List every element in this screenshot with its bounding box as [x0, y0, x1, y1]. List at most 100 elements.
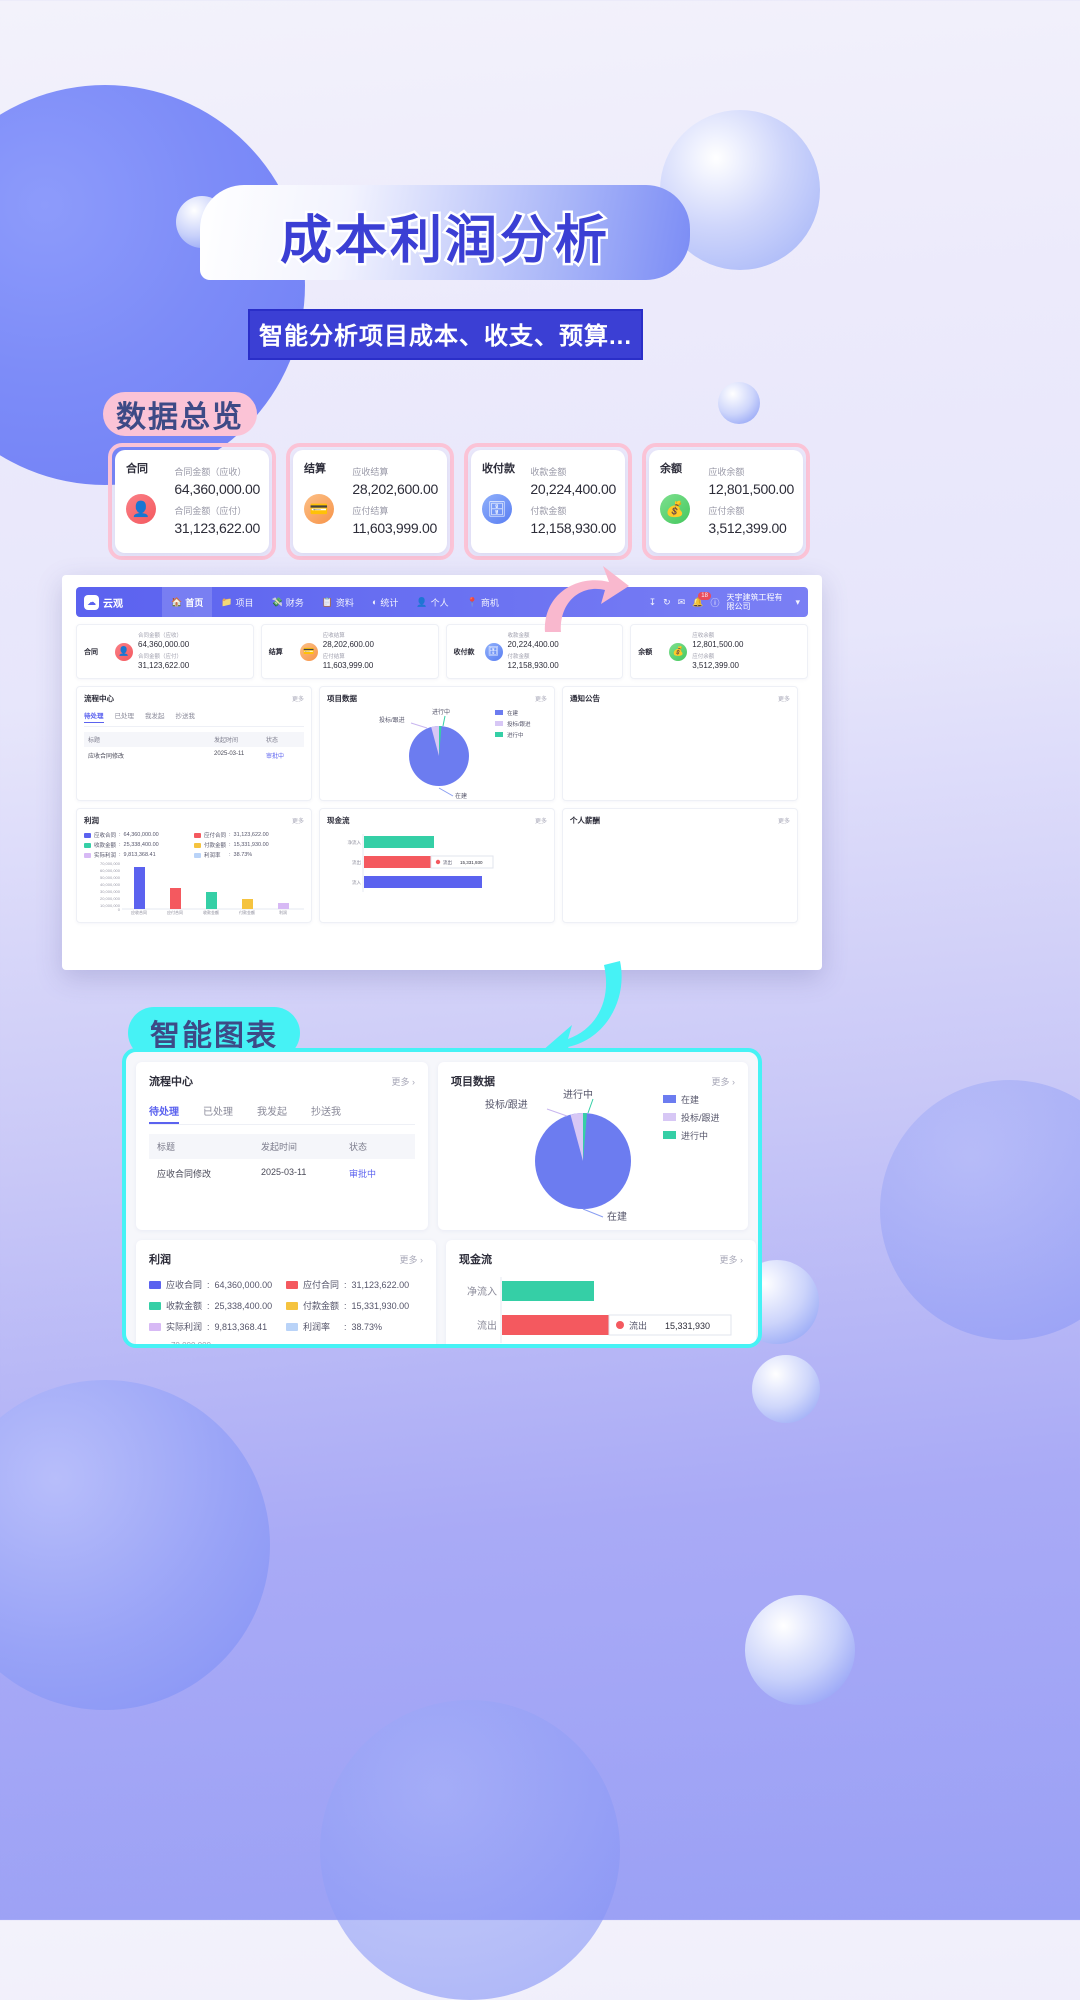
more-link[interactable]: 更多 [291, 819, 304, 825]
app-logo[interactable]: ☁ 云观 [84, 594, 162, 610]
legend-value: 15,331,930.00 [351, 1300, 410, 1311]
legend-item: 实际利润: 9,813,368.41 [84, 851, 194, 859]
stat-card-settlement[interactable]: 结算 💳 应收结算 28,202,600.00 应付结算 11,603,999.… [293, 450, 447, 553]
help-icon[interactable]: ⓘ [710, 597, 720, 608]
zoom-cashflow-panel: 现金流 更多 › 净流入 流出 流出 15,331,930 [446, 1240, 756, 1344]
more-link[interactable]: 更多 [777, 697, 790, 703]
mock-panel-row-1: 流程中心 更多 待处理 已处理 我发起 抄送我 标题 发起时间 状态 应收合同修… [76, 686, 808, 801]
legend-value: 25,338,400.00 [214, 1300, 273, 1311]
table-row[interactable]: 应收合同修改 2025-03-11 审批中 [84, 747, 304, 764]
panel-header: 流程中心 更多 › [149, 1073, 415, 1089]
panel-title: 流程中心 [149, 1076, 193, 1088]
arrow-up-pink [544, 566, 629, 632]
decor-dot-mid [718, 382, 760, 424]
col-title: 标题 [88, 738, 101, 744]
more-link[interactable]: 更多 [534, 819, 547, 825]
legend-item: 应收合同: 64,360,000.00 [84, 831, 194, 839]
mock-profit-panel: 利润 更多 应收合同: 64,360,000.00 应付合同: 31,123,6… [76, 808, 312, 923]
tab-initiated[interactable]: 我发起 [145, 713, 165, 720]
more-link[interactable]: 更多 [777, 819, 790, 825]
navbar-toolbar: ↧ ↻ ✉ 🔔 18 ⓘ 天宇建筑工程有限公司 ▾ [648, 591, 800, 611]
chevron-down-icon[interactable]: ▾ [795, 596, 800, 607]
table-row[interactable]: 应收合同修改 2025-03-11 审批中 [149, 1159, 415, 1188]
stat-card-left: 结算 💳 [304, 460, 344, 545]
mock-stat-payment[interactable]: 收付款 🗄 收款金额 20,224,400.00 付款金额 12,158,930… [445, 624, 624, 679]
bell-icon[interactable]: 🔔 18 [692, 591, 711, 608]
stat-card-outline: 收付款 🗄 收款金额 20,224,400.00 付款金额 12,158,930… [464, 443, 632, 560]
svg-text:应收合同: 应收合同 [131, 909, 147, 915]
col-time: 发起时间 [261, 1142, 298, 1152]
nav-item-project[interactable]: 📁 项目 [212, 587, 262, 617]
svg-text:流出: 流出 [352, 859, 361, 866]
more-link[interactable]: 更多 › [391, 1076, 416, 1087]
stat-card-left: 收付款 🗄 [482, 460, 522, 545]
svg-text:利润: 利润 [279, 909, 287, 915]
stat-card-payment[interactable]: 收付款 🗄 收款金额 20,224,400.00 付款金额 12,158,930… [471, 450, 625, 553]
legend-value: 9,813,368.41 [214, 1321, 268, 1332]
svg-text:进行中: 进行中 [563, 1089, 593, 1101]
mock-stat-settlement[interactable]: 结算 💳 应收结算 28,202,600.00 应付结算 11,603,999.… [260, 624, 439, 679]
tab-cc[interactable]: 抄送我 [311, 1107, 341, 1118]
tab-processed[interactable]: 已处理 [203, 1107, 233, 1118]
panel-tabs: 待处理 已处理 我发起 抄送我 [84, 710, 304, 727]
nav-label: 财务 [285, 597, 304, 608]
stat-label: 应付结算 [352, 506, 389, 516]
svg-text:流出: 流出 [443, 859, 452, 866]
mock-stat-contract[interactable]: 合同 👤 合同金额（应收） 64,360,000.00 合同金额（应付） 31,… [76, 624, 254, 679]
mock-stat-label: 应收余额 [692, 633, 715, 639]
tab-pending[interactable]: 待处理 [84, 710, 104, 723]
tab-pending[interactable]: 待处理 [149, 1103, 179, 1124]
moneybag-icon: 💰 [669, 642, 688, 661]
company-name[interactable]: 天宇建筑工程有限公司 [726, 592, 783, 611]
more-link[interactable]: 更多 › [711, 1076, 736, 1087]
nav-item-opportunity[interactable]: 📍 商机 [458, 587, 508, 617]
mock-stat-value: 3,512,399.00 [692, 661, 739, 670]
svg-text:在建: 在建 [507, 709, 519, 717]
nav-item-home[interactable]: 🏠 首页 [162, 587, 213, 617]
legend-item: 收款金额: 25,338,400.00 [84, 841, 194, 849]
legend-swatch [194, 852, 201, 858]
stat-card-values: 应收结算 28,202,600.00 应付结算 11,603,999.00 [352, 460, 438, 545]
legend-item: 应付合同: 31,123,622.00 [286, 1275, 423, 1294]
mock-stat-balance[interactable]: 余额 💰 应收余额 12,801,500.00 应付余额 3,512,399.0… [630, 624, 808, 679]
mock-stat-values: 应收余额 12,801,500.00 应付余额 3,512,399.00 [692, 631, 743, 672]
tab-processed[interactable]: 已处理 [114, 713, 135, 720]
download-icon[interactable]: ↧ [648, 596, 657, 607]
nav-item-files[interactable]: 📋 资料 [313, 587, 363, 617]
svg-text:进行中: 进行中 [432, 708, 450, 716]
nav-label: 首页 [185, 597, 204, 608]
legend-value: 38.73% [233, 852, 253, 858]
message-icon[interactable]: ✉ [677, 596, 686, 607]
mock-stat-value: 28,202,600.00 [322, 640, 374, 649]
stat-card-balance[interactable]: 余额 💰 应收余额 12,801,500.00 应付余额 3,512,399.0… [649, 450, 803, 553]
home-icon: 🏠 [171, 596, 183, 607]
notification-badge: 18 [698, 591, 711, 600]
svg-text:投标/跟进: 投标/跟进 [681, 1112, 720, 1123]
stat-value: 31,123,622.00 [174, 520, 260, 536]
nav-item-personal[interactable]: 👤 个人 [407, 587, 457, 617]
panel-header: 个人薪酬 更多 [570, 815, 790, 826]
refresh-icon[interactable]: ↻ [663, 596, 671, 607]
chart-icon: ◐ [371, 597, 378, 607]
mock-stat-label: 付款金额 [507, 654, 530, 660]
nav-item-finance[interactable]: 💸 财务 [262, 587, 312, 617]
more-link[interactable]: 更多 › [399, 1254, 424, 1265]
more-link[interactable]: 更多 [534, 697, 547, 703]
legend-label: 收款金额 [166, 1301, 203, 1311]
stat-label: 合同金额（应付） [174, 506, 247, 516]
tab-cc[interactable]: 抄送我 [175, 713, 196, 720]
mock-stat-title: 结算 [268, 648, 283, 656]
col-time: 发起时间 [214, 738, 239, 744]
svg-text:净流入: 净流入 [467, 1285, 497, 1298]
more-link[interactable]: 更多 › [719, 1254, 744, 1265]
panel-title: 流程中心 [84, 694, 114, 703]
panel-header: 通知公告 更多 [570, 693, 790, 704]
stat-card-left: 余额 💰 [660, 460, 700, 545]
legend-label: 利润率 [303, 1322, 340, 1332]
more-link[interactable]: 更多 [291, 697, 304, 703]
nav-item-stats[interactable]: ◐ 统计 [363, 587, 407, 617]
tab-initiated[interactable]: 我发起 [257, 1107, 287, 1118]
table-header: 标题 发起时间 状态 [84, 732, 304, 747]
stat-card-contract[interactable]: 合同 👤 合同金额（应收） 64,360,000.00 合同金额（应付） 31,… [115, 450, 269, 553]
